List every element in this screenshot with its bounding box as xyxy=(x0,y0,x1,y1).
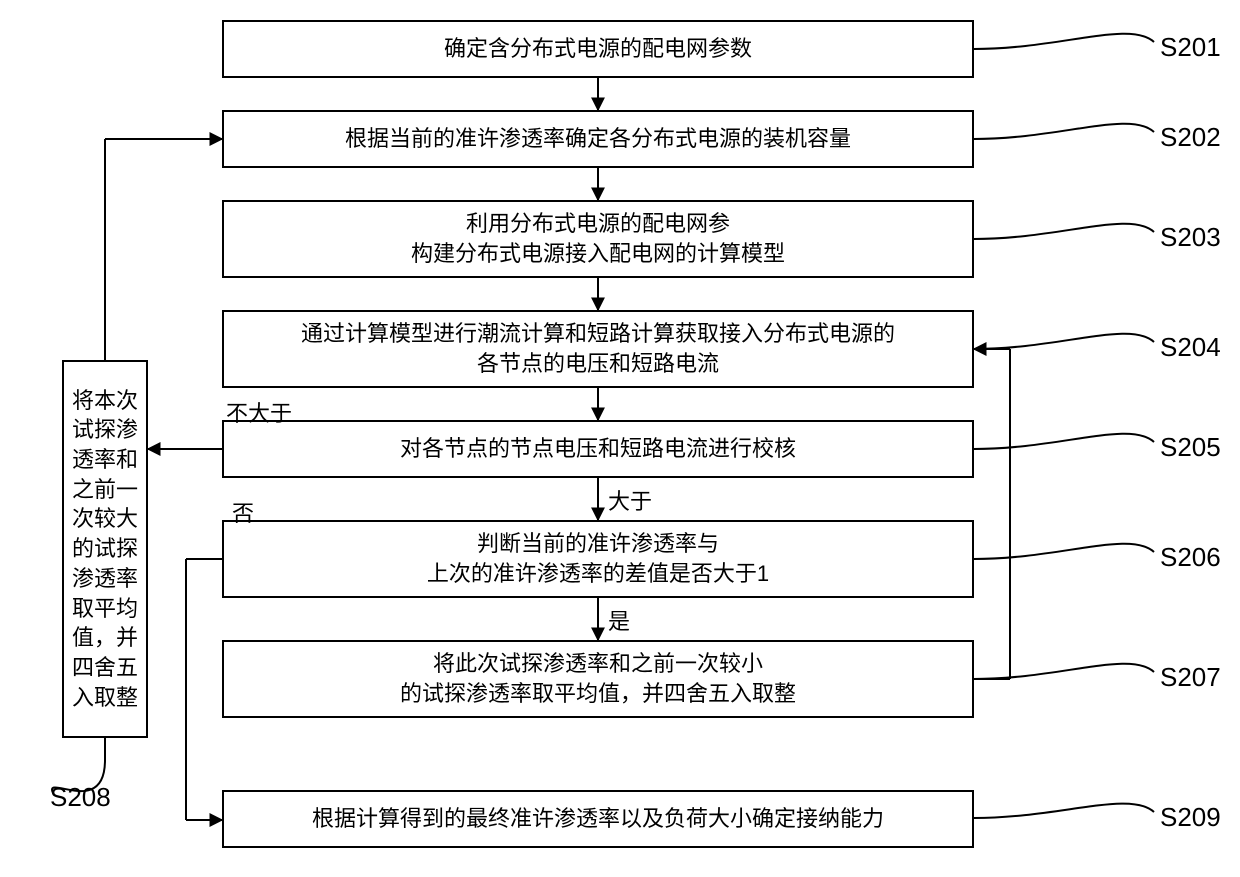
node-s202: 根据当前的准许渗透率确定各分布式电源的装机容量 xyxy=(222,110,974,168)
edge-label-not-greater: 不大于 xyxy=(226,396,292,428)
node-s208: 将本次试探渗透率和之前一次较大的试探渗透率取平均值，并四舍五入取整 xyxy=(62,360,148,738)
node-s206: 判断当前的准许渗透率与上次的准许渗透率的差值是否大于1 xyxy=(222,520,974,598)
step-label-s209: S209 xyxy=(1160,802,1221,833)
step-label-s207: S207 xyxy=(1160,662,1221,693)
node-s208-text: 将本次试探渗透率和之前一次较大的试探渗透率取平均值，并四舍五入取整 xyxy=(70,386,140,713)
edge-label-yes: 是 xyxy=(608,604,630,636)
step-label-s205: S205 xyxy=(1160,432,1221,463)
step-label-s202: S202 xyxy=(1160,122,1221,153)
node-s207: 将此次试探渗透率和之前一次较小的试探渗透率取平均值，并四舍五入取整 xyxy=(222,640,974,718)
node-s209-text: 根据计算得到的最终准许渗透率以及负荷大小确定接纳能力 xyxy=(312,804,884,834)
node-s204-text: 通过计算模型进行潮流计算和短路计算获取接入分布式电源的各节点的电压和短路电流 xyxy=(301,319,895,378)
node-s202-text: 根据当前的准许渗透率确定各分布式电源的装机容量 xyxy=(345,124,851,154)
node-s203: 利用分布式电源的配电网参构建分布式电源接入配电网的计算模型 xyxy=(222,200,974,278)
node-s207-text: 将此次试探渗透率和之前一次较小的试探渗透率取平均值，并四舍五入取整 xyxy=(400,649,796,708)
edge-label-no: 否 xyxy=(232,496,254,528)
node-s206-text: 判断当前的准许渗透率与上次的准许渗透率的差值是否大于1 xyxy=(427,529,769,588)
edge-label-greater: 大于 xyxy=(608,484,652,516)
node-s205-text: 对各节点的节点电压和短路电流进行校核 xyxy=(400,434,796,464)
node-s201: 确定含分布式电源的配电网参数 xyxy=(222,20,974,78)
step-label-s204: S204 xyxy=(1160,332,1221,363)
node-s205: 对各节点的节点电压和短路电流进行校核 xyxy=(222,420,974,478)
step-label-s203: S203 xyxy=(1160,222,1221,253)
node-s209: 根据计算得到的最终准许渗透率以及负荷大小确定接纳能力 xyxy=(222,790,974,848)
node-s201-text: 确定含分布式电源的配电网参数 xyxy=(444,34,752,64)
step-label-s208: S208 xyxy=(50,782,111,813)
step-label-s201: S201 xyxy=(1160,32,1221,63)
step-label-s206: S206 xyxy=(1160,542,1221,573)
node-s203-text: 利用分布式电源的配电网参构建分布式电源接入配电网的计算模型 xyxy=(411,209,785,268)
node-s204: 通过计算模型进行潮流计算和短路计算获取接入分布式电源的各节点的电压和短路电流 xyxy=(222,310,974,388)
